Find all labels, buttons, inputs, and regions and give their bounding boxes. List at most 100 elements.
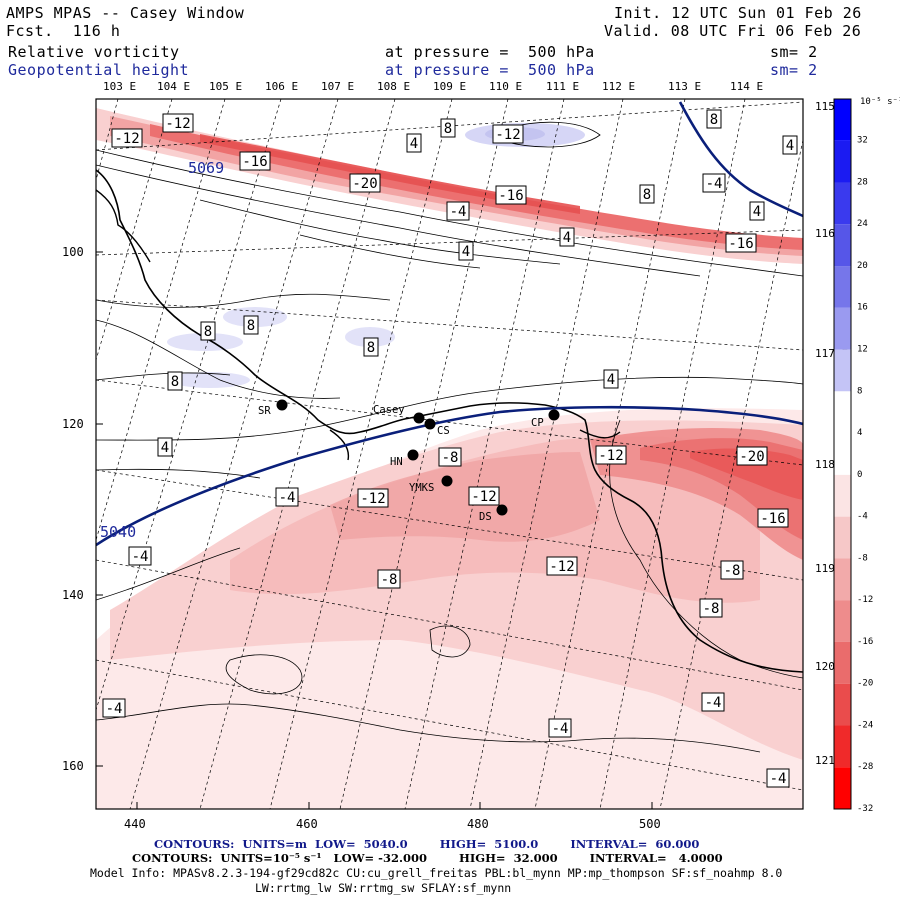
colorbar-segment — [834, 516, 851, 559]
top-lon-label: 109 E — [433, 80, 466, 93]
colorbar-label: 24 — [857, 219, 868, 229]
colorbar-label: 8 — [857, 386, 862, 396]
forecast-hour: Fcst. 116 h — [6, 22, 121, 40]
vorticity-label-box — [102, 698, 126, 718]
vorticity-label: -12 — [165, 116, 190, 132]
vorticity-label-box — [546, 556, 578, 576]
vorticity-label: -4 — [770, 771, 787, 787]
vorticity-label: -20 — [739, 449, 764, 465]
station-marker — [548, 409, 560, 421]
vorticity-label: -16 — [242, 154, 267, 170]
station-label: DS — [479, 511, 492, 523]
footer-vorticity-contours: CONTOURS: UNITS=10⁻⁵ s⁻¹ LOW= -32.000 HI… — [132, 851, 723, 865]
colorbar-frame — [833, 98, 852, 810]
vorticity-label: -12 — [114, 131, 139, 147]
vorticity-label: 8 — [247, 318, 255, 334]
colorbar-label: 28 — [857, 177, 868, 187]
vorticity-label-box — [468, 486, 500, 506]
colorbar-label: 12 — [857, 345, 868, 355]
vorticity-label: -12 — [598, 448, 623, 464]
vorticity-label-box — [363, 337, 379, 357]
colorbar-segment — [834, 683, 851, 726]
vorticity-label-box — [111, 128, 143, 148]
height-label-5069: 5069 — [188, 159, 224, 177]
vorticity-contours — [96, 121, 803, 753]
station-marker — [407, 449, 419, 461]
vorticity-label: -20 — [352, 176, 377, 192]
colorbar-label: -28 — [857, 762, 873, 772]
colorbar-segment — [834, 182, 851, 225]
vorticity-label: -16 — [760, 511, 785, 527]
vorticity-label-box — [239, 151, 271, 171]
colorbar-label: -16 — [857, 637, 873, 647]
vorticity-label: 4 — [607, 372, 615, 388]
top-lon-label: 110 E — [489, 80, 522, 93]
colorbar-segment — [834, 349, 851, 392]
vorticity-label: 8 — [643, 187, 651, 203]
top-longitude-labels: 103 E 104 E 105 E 106 E 107 E 108 E 109 E 110 E… — [103, 80, 763, 93]
x-tick-label: 440 — [124, 817, 146, 831]
coastline — [96, 169, 803, 673]
x-tick-label: 460 — [296, 817, 318, 831]
vorticity-label-box — [438, 447, 462, 467]
colorbar-segment — [834, 266, 851, 308]
vorticity-label: -12 — [471, 489, 496, 505]
vorticity-label-box — [406, 133, 422, 153]
vorticity-label-box — [702, 173, 726, 193]
colorbar-units: 10⁻⁵ s⁻¹ — [860, 97, 900, 107]
vorticity-label-box — [200, 321, 216, 341]
colorbar-label: -20 — [857, 679, 873, 689]
colorbar-segment — [834, 433, 851, 475]
top-lon-label: 114 E — [730, 80, 763, 93]
colorbar-segment — [834, 600, 851, 642]
colorbar-segment — [834, 307, 851, 350]
vorticity-label: -16 — [728, 236, 753, 252]
height-contours — [96, 101, 803, 547]
vorticity-label-box — [492, 124, 524, 144]
vorticity-label: -8 — [724, 563, 741, 579]
plot-title: AMPS MPAS -- Casey Window — [6, 4, 245, 22]
map-canvas: 5069 5040 -12-12-16-20-16-12848-448-44-1… — [62, 80, 900, 831]
colorbar-label: -4 — [857, 512, 868, 522]
vorticity-label-box — [766, 768, 790, 788]
vorticity-label: -4 — [106, 701, 123, 717]
colorbar-label: -8 — [857, 553, 868, 563]
x-tick-label: 500 — [639, 817, 661, 831]
x-tick-label: 480 — [467, 817, 489, 831]
vorticity-label-box — [458, 241, 474, 261]
vorticity-label-box — [736, 446, 768, 466]
vorticity-label-box — [782, 135, 798, 155]
y-axis-ticks: 100 120 140 160 — [62, 245, 103, 773]
station-label: YMKS — [409, 482, 434, 494]
vorticity-label: -12 — [495, 127, 520, 143]
colorbar: 32 28 24 20 16 12 8 4 0 -4 -8 -12 -16 -20 -24 -28 -32 — [833, 98, 873, 814]
vorticity-label: -4 — [279, 490, 296, 506]
vorticity-label: 4 — [563, 230, 571, 246]
colorbar-label: 32 — [857, 136, 868, 146]
station-label: CS — [437, 425, 450, 437]
colorbar-segment — [834, 140, 851, 183]
top-lon-label: 107 E — [321, 80, 354, 93]
colorbar-segment — [834, 99, 851, 141]
colorbar-label: -12 — [857, 595, 873, 605]
vorticity-label: -4 — [450, 204, 467, 220]
top-lon-label: 103 E — [103, 80, 136, 93]
vorticity-label: -16 — [498, 188, 523, 204]
top-lon-label: 112 E — [602, 80, 635, 93]
colorbar-label: 4 — [857, 428, 862, 438]
vorticity-label: -4 — [132, 549, 149, 565]
y-tick-label: 160 — [62, 759, 84, 773]
colorbar-segment — [834, 391, 851, 434]
vorticity-label-box — [377, 569, 401, 589]
vorticity-label-box — [162, 113, 194, 133]
station-marker — [441, 475, 453, 487]
station-layer: SR Casey CS CP HN YMKS DS — [258, 399, 560, 523]
vorticity-label-box — [749, 201, 765, 221]
vorticity-label-box — [639, 184, 655, 204]
valid-time: Valid. 08 UTC Fri 06 Feb 26 — [604, 22, 862, 40]
vorticity-label-box — [706, 109, 722, 129]
station-label: Casey — [373, 404, 405, 416]
vorticity-label-box — [495, 185, 527, 205]
colorbar-segment — [834, 474, 851, 517]
vorticity-label-box — [349, 173, 381, 193]
